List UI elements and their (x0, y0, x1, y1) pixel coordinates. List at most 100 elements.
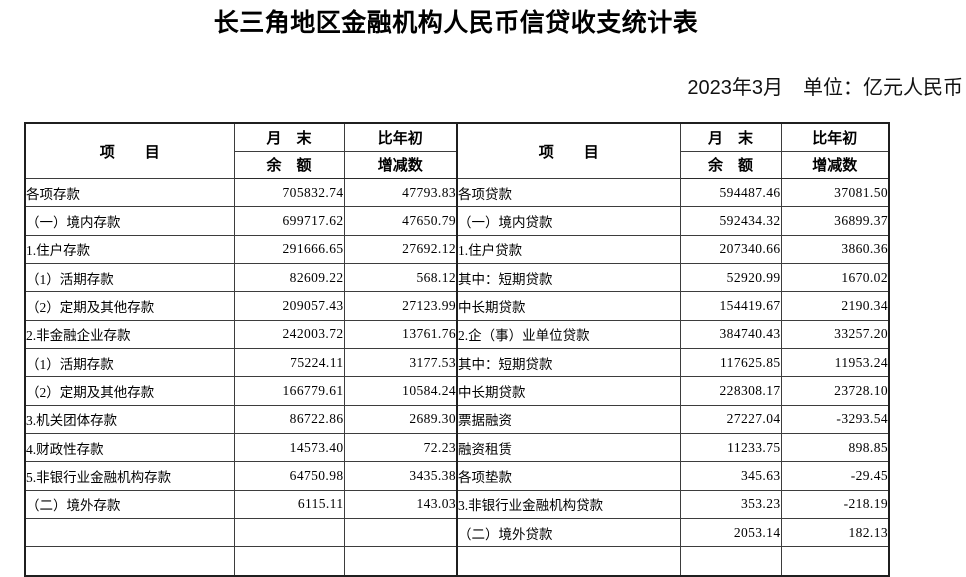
left-item-label-cell (24, 546, 235, 577)
left-balance-cell: 14573.40 (233, 433, 345, 463)
table-row: （2）定期及其他存款 166779.61 10584.24 中长期贷款 228308.1… (24, 376, 890, 406)
right-month-end-header: 月 末 (679, 122, 782, 152)
table-row: 3.机关团体存款 86722.86 2689.30 票据融资 27227.04 -3293… (24, 404, 890, 435)
right-item-label-cell: 其中：短期贷款 (456, 263, 681, 293)
right-balance-cell: 11233.75 (679, 433, 782, 463)
right-item-label-cell: 其中：短期贷款 (456, 348, 681, 378)
right-item-label-cell: 各项贷款 (456, 177, 681, 208)
table-row: （二）境外存款 6115.11 143.03 3.非银行业金融机构贷款 353.23 -2… (24, 489, 890, 520)
left-change-cell: 72.23 (343, 433, 458, 463)
right-balance-cell: 353.23 (679, 489, 782, 520)
right-change-cell: 898.85 (780, 433, 890, 463)
right-change-cell: -218.19 (780, 489, 890, 520)
left-balance-cell (233, 518, 345, 548)
table-row: （2）定期及其他存款 209057.43 27123.99 中长期贷款 154419.6… (24, 291, 890, 321)
table-row: （1）活期存款 75224.11 3177.53 其中：短期贷款 117625.85 11… (24, 348, 890, 378)
right-item-label-cell: 2.企（事）业单位贷款 (456, 319, 681, 350)
left-change-cell: 143.03 (343, 489, 458, 520)
left-balance-cell: 291666.65 (233, 234, 345, 265)
left-item-label-cell (24, 518, 235, 548)
right-item-label-cell: （一）境内贷款 (456, 206, 681, 236)
left-change-cell: 10584.24 (343, 376, 458, 406)
right-change-cell: 11953.24 (780, 348, 890, 378)
right-balance-cell: 52920.99 (679, 263, 782, 293)
right-change-cell: 182.13 (780, 518, 890, 548)
left-balance-cell: 242003.72 (233, 319, 345, 350)
left-item-label-cell: 4.财政性存款 (24, 433, 235, 463)
right-balance-cell: 228308.17 (679, 376, 782, 406)
left-balance-cell: 699717.62 (233, 206, 345, 236)
right-change-cell: 23728.10 (780, 376, 890, 406)
table-header: 项 目 月 末 比年初 项 目 月 末 比年初 余 额 增减数 余 额 增减数 (24, 122, 890, 179)
right-item-label-cell: 中长期贷款 (456, 376, 681, 406)
right-item-label-cell: 各项垫款 (456, 461, 681, 491)
right-balance-cell: 384740.43 (679, 319, 782, 350)
right-item-label-cell: 票据融资 (456, 404, 681, 435)
right-change-cell: 36899.37 (780, 206, 890, 236)
left-item-label-cell: 5.非银行业金融机构存款 (24, 461, 235, 491)
right-change-cell: 37081.50 (780, 177, 890, 208)
table-row: 各项存款 705832.74 47793.83 各项贷款 594487.46 37081.… (24, 177, 890, 208)
table-row (24, 546, 890, 577)
right-balance-cell: 2053.14 (679, 518, 782, 548)
right-balance-cell: 594487.46 (679, 177, 782, 208)
left-item-label-cell: （一）境内存款 (24, 206, 235, 236)
right-balance-cell: 154419.67 (679, 291, 782, 321)
left-balance-cell: 64750.98 (233, 461, 345, 491)
right-change-cell: 33257.20 (780, 319, 890, 350)
left-item-label-cell: （二）境外存款 (24, 489, 235, 520)
left-balance-cell: 75224.11 (233, 348, 345, 378)
right-balance-cell: 207340.66 (679, 234, 782, 265)
table-row: （二）境外贷款 2053.14 182.13 (24, 518, 890, 548)
table-row: 1.住户存款 291666.65 27692.12 1.住户贷款 207340.66 38… (24, 234, 890, 265)
table-row: 4.财政性存款 14573.40 72.23 融资租赁 11233.75 898.85 (24, 433, 890, 463)
right-change-cell: -3293.54 (780, 404, 890, 435)
left-balance-cell (233, 546, 345, 577)
right-balance-cell: 27227.04 (679, 404, 782, 435)
left-balance-cell: 6115.11 (233, 489, 345, 520)
left-balance-cell: 82609.22 (233, 263, 345, 293)
right-balance-cell: 345.63 (679, 461, 782, 491)
right-balance-cell: 117625.85 (679, 348, 782, 378)
left-change-cell (343, 546, 458, 577)
table-body: 各项存款 705832.74 47793.83 各项贷款 594487.46 37081.… (24, 177, 890, 577)
left-item-label-cell: 3.机关团体存款 (24, 404, 235, 435)
left-item-label-cell: （1）活期存款 (24, 263, 235, 293)
table-row: 5.非银行业金融机构存款 64750.98 3435.38 各项垫款 345.63 -29… (24, 461, 890, 491)
right-change-cell: 1670.02 (780, 263, 890, 293)
left-balance-cell: 209057.43 (233, 291, 345, 321)
table-row: （1）活期存款 82609.22 568.12 其中：短期贷款 52920.99 1670… (24, 263, 890, 293)
table-header-row-bottom: 余 额 增减数 余 额 增减数 (25, 150, 890, 179)
left-balance-cell: 86722.86 (233, 404, 345, 435)
left-item-label-cell: 1.住户存款 (24, 234, 235, 265)
title-container: 长三角地区金融机构人民币信贷收支统计表 (24, 0, 888, 39)
right-item-label-cell: 3.非银行业金融机构贷款 (456, 489, 681, 520)
right-change-cell: 2190.34 (780, 291, 890, 321)
right-change-cell: 3860.36 (780, 234, 890, 265)
left-change-cell: 13761.76 (343, 319, 458, 350)
right-vs-year-start-header: 比年初 (780, 122, 890, 152)
page-title: 长三角地区金融机构人民币信贷收支统计表 (213, 9, 699, 37)
right-item-label-cell: 中长期贷款 (456, 291, 681, 321)
table-row: （一）境内存款 699717.62 47650.79 （一）境内贷款 592434.32… (24, 206, 890, 236)
left-balance-cell: 705832.74 (233, 177, 345, 208)
left-item-label-cell: 各项存款 (24, 177, 235, 208)
right-item-label-cell: （二）境外贷款 (456, 518, 681, 548)
right-change-cell (780, 546, 890, 577)
page: { "page": { "title": "长三角地区金融机构人民币信贷收支统计… (24, 0, 963, 577)
left-change-cell: 27692.12 (343, 234, 458, 265)
right-item-label-cell (456, 546, 681, 577)
table-row: 2.非金融企业存款 242003.72 13761.76 2.企（事）业单位贷款 384… (24, 319, 890, 350)
right-item-label-cell: 融资租赁 (456, 433, 681, 463)
left-change-header: 增减数 (343, 150, 458, 179)
table-container: 项 目 月 末 比年初 项 目 月 末 比年初 余 额 增减数 余 额 增减数 … (24, 122, 966, 577)
left-item-label-cell: （2）定期及其他存款 (24, 291, 235, 321)
left-change-cell: 3435.38 (343, 461, 458, 491)
left-change-cell: 3177.53 (343, 348, 458, 378)
table-header-row-top: 项 目 月 末 比年初 项 目 月 末 比年初 (24, 122, 890, 179)
right-item-header: 项 目 (456, 122, 681, 179)
right-change-header: 增减数 (780, 150, 890, 179)
left-vs-year-start-header: 比年初 (343, 122, 458, 152)
left-balance-cell: 166779.61 (233, 376, 345, 406)
left-item-label-cell: 2.非金融企业存款 (24, 319, 235, 350)
